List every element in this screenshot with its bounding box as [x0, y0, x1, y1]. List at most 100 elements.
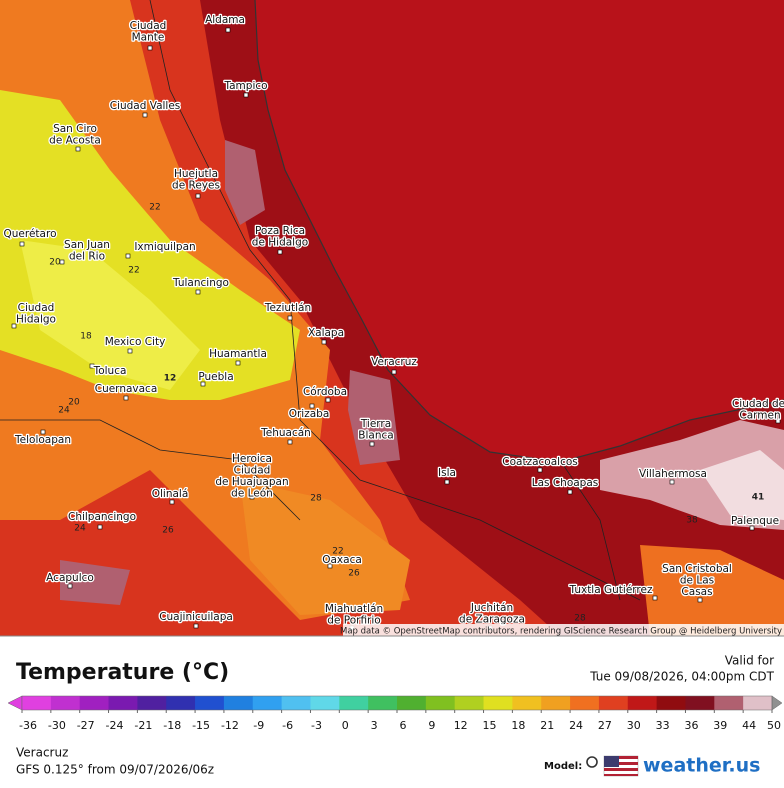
city-label: Acapulco — [46, 572, 94, 584]
city-label: de Zaragoza — [459, 614, 525, 626]
city-label: Poza Rica — [255, 225, 305, 237]
city-label: Aldama — [205, 14, 245, 26]
city-marker — [194, 624, 198, 628]
colorbar-segment — [137, 696, 166, 710]
city-label: Teloloapan — [14, 434, 71, 446]
contour-label: 28 — [310, 494, 322, 504]
colorbar-tick-label: 44 — [742, 719, 756, 732]
city-label: Tulancingo — [172, 277, 229, 289]
colorbar-segment — [282, 696, 311, 710]
city-label: Ciudad — [18, 302, 55, 314]
city-label: de Las — [680, 575, 714, 587]
colorbar-tick-label: 33 — [656, 719, 670, 732]
city-label: Miahuatlán — [325, 603, 383, 615]
model-label: Model: — [544, 761, 582, 772]
colorbar-tick-label: -18 — [163, 719, 181, 732]
search-icon — [587, 757, 597, 767]
city-label: Ciudad del — [732, 398, 784, 410]
city-marker — [538, 468, 542, 472]
city-label: Teziutlán — [264, 302, 311, 314]
city-label: Hidalgo — [16, 314, 56, 326]
city-label: Toluca — [93, 365, 127, 377]
city-label: Heroica — [232, 453, 272, 465]
colorbar-tick-label: -24 — [106, 719, 124, 732]
colorbar-segment — [310, 696, 339, 710]
contour-label: 20 — [49, 258, 61, 268]
colorbar-tick-label: 9 — [428, 719, 435, 732]
colorbar-tick-label: 12 — [454, 719, 468, 732]
city-label: Huejutla — [174, 168, 218, 180]
city-label: Blanca — [358, 430, 393, 442]
colorbar-tick-label: 18 — [511, 719, 525, 732]
colorbar-segment — [195, 696, 224, 710]
colorbar-segment — [714, 696, 743, 710]
contour-label: 41 — [752, 493, 765, 503]
colorbar-arrow-left — [8, 696, 22, 710]
city-marker — [322, 340, 326, 344]
city-marker — [445, 480, 449, 484]
city-label: Tuxtla Gutiérrez — [569, 584, 653, 596]
contour-label: 28 — [574, 614, 586, 624]
colorbar-tick-label: -36 — [19, 719, 37, 732]
city-marker — [170, 500, 174, 504]
city-label: Xalapa — [308, 327, 344, 339]
city-label: Coatzacoalcos — [502, 456, 577, 468]
attribution: Map data © OpenStreetMap contributors, r… — [340, 627, 782, 637]
colorbar-tick-label: 15 — [483, 719, 497, 732]
city-label: de León — [231, 488, 273, 500]
city-label: Huamantla — [209, 348, 267, 360]
city-marker — [20, 242, 24, 246]
city-marker — [196, 290, 200, 294]
contour-label: 22 — [128, 266, 139, 276]
colorbar-segment — [426, 696, 455, 710]
city-marker — [98, 525, 102, 529]
valid-label: Valid for — [725, 654, 774, 668]
colorbar-segment — [685, 696, 714, 710]
city-marker — [670, 480, 674, 484]
colorbar-tick-label: 0 — [342, 719, 349, 732]
model-run: GFS 0.125° from 09/07/2026/06z — [16, 763, 214, 777]
colorbar-segment — [80, 696, 109, 710]
colorbar-tick-label: -6 — [282, 719, 293, 732]
flag-icon — [604, 756, 638, 776]
city-label: Tehuacán — [260, 427, 311, 439]
city-label: Olinalá — [152, 488, 189, 500]
city-label: Mante — [132, 32, 165, 44]
colorbar-segment — [628, 696, 657, 710]
contour-label: 20 — [68, 398, 80, 408]
colorbar-segment — [599, 696, 628, 710]
city-label: Tampico — [223, 80, 267, 92]
colorbar-tick-label: -12 — [221, 719, 239, 732]
city-label: Querétaro — [4, 228, 57, 240]
colorbar-tick-label: 36 — [684, 719, 698, 732]
city-marker — [370, 442, 374, 446]
city-marker — [288, 316, 292, 320]
contour-label: 38 — [686, 516, 698, 526]
colorbar-segment — [570, 696, 599, 710]
colorbar-segment — [484, 696, 513, 710]
legend-title: Temperature (°C) — [16, 660, 229, 685]
city-label: Cuernavaca — [95, 383, 158, 395]
colorbar-tick-label: 24 — [569, 719, 583, 732]
colorbar-tick-label: -30 — [48, 719, 66, 732]
location: Veracruz — [16, 746, 68, 760]
city-label: Cuajinicuilapa — [159, 611, 233, 623]
colorbar-tick-label: 3 — [371, 719, 378, 732]
city-label: de Hidalgo — [252, 237, 308, 249]
city-label: Las Choapas — [532, 477, 599, 489]
city-label: Ciudad — [130, 20, 167, 32]
contour-label: 22 — [332, 547, 343, 557]
city-label: Veracruz — [371, 356, 417, 368]
contour-label: 26 — [348, 569, 360, 579]
city-marker — [226, 28, 230, 32]
city-label: Ciudad — [234, 465, 271, 477]
colorbar-tick-label: -21 — [134, 719, 152, 732]
contour-label: 22 — [149, 203, 160, 213]
city-marker — [326, 398, 330, 402]
colorbar-tick-label: 21 — [540, 719, 554, 732]
colorbar-segment — [743, 696, 772, 710]
